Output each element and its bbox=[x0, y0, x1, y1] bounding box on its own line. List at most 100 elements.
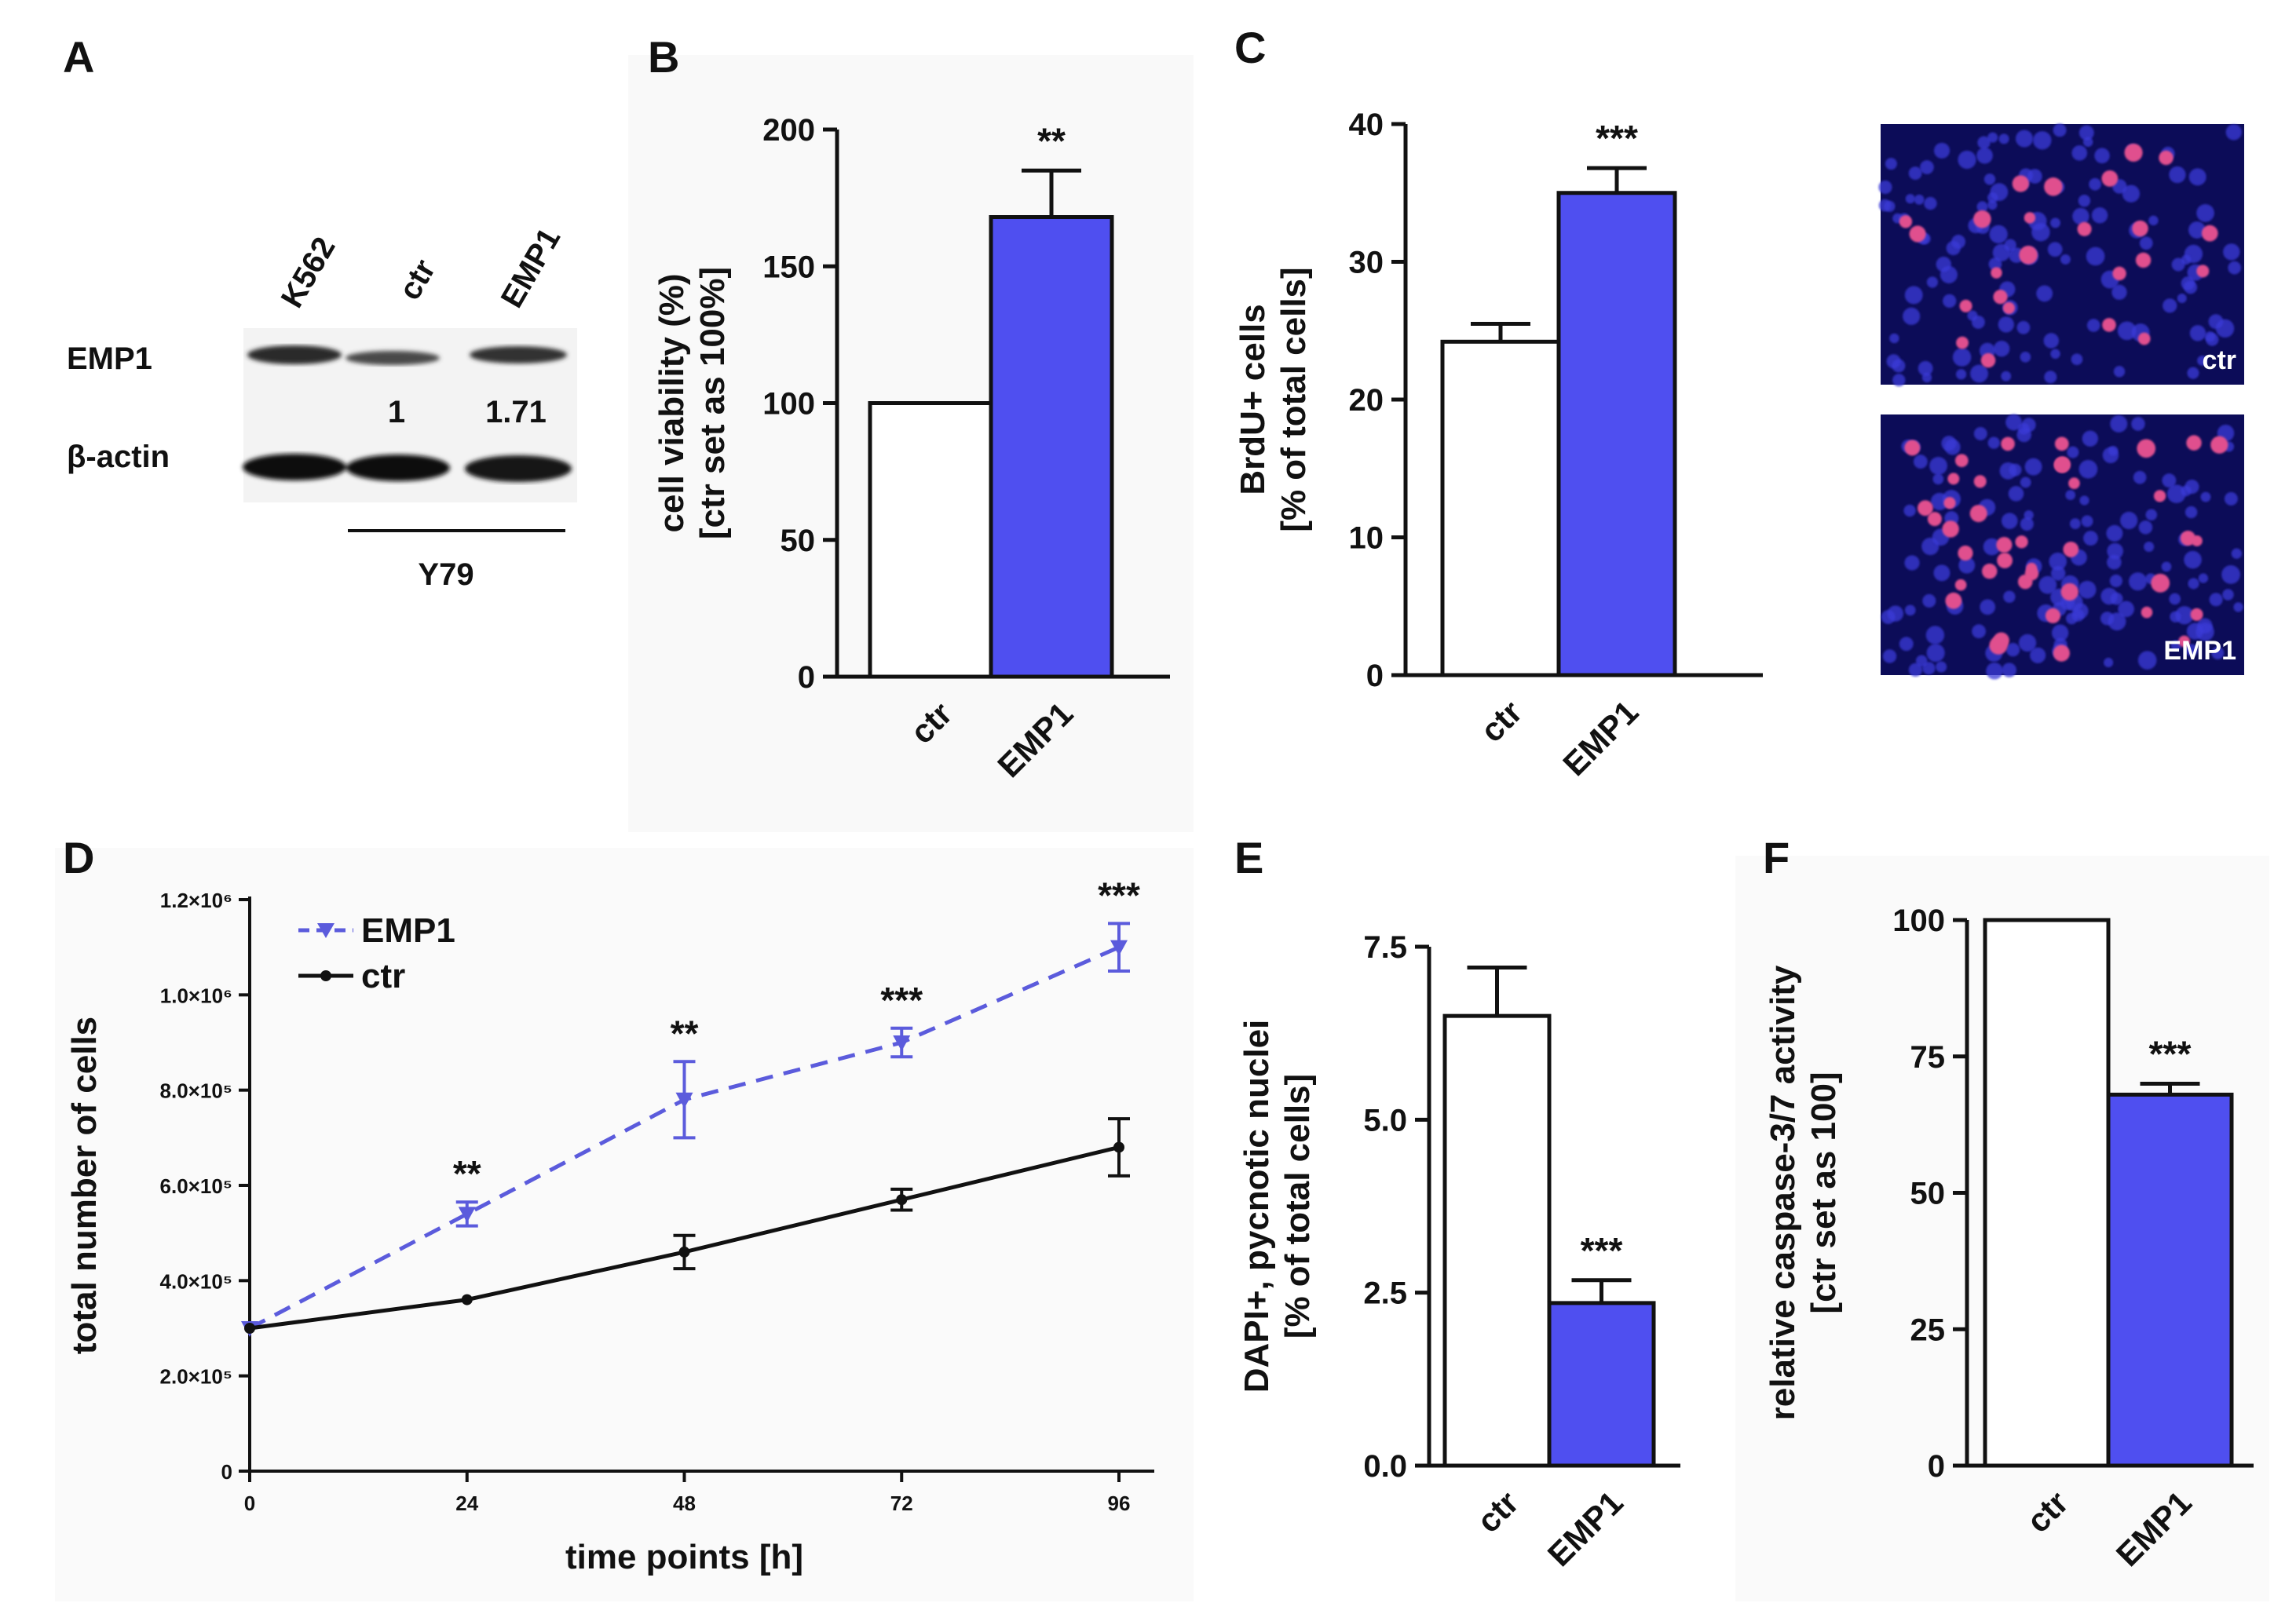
panel-e: E 0.0 2.5 5.0 7.5 ctr EMP1 *** DAPI+, pycnotic … bbox=[1234, 833, 1680, 1573]
nucleus bbox=[1941, 436, 1957, 451]
nucleus bbox=[1892, 374, 1906, 387]
nucleus bbox=[2118, 601, 2134, 618]
nucleus bbox=[2108, 445, 2119, 456]
brdu-positive-nucleus bbox=[2151, 573, 2170, 593]
nucleus bbox=[2072, 207, 2089, 225]
brdu-positive-nucleus bbox=[1973, 475, 1987, 488]
nucleus bbox=[1886, 354, 1901, 369]
x-tick-label: 48 bbox=[673, 1492, 696, 1515]
brdu-positive-nucleus bbox=[1954, 454, 1969, 468]
nucleus bbox=[2110, 592, 2123, 605]
nucleus bbox=[1987, 199, 1998, 210]
nucleus bbox=[2225, 124, 2242, 141]
y-tick-label: 0 bbox=[798, 660, 815, 695]
nucleus bbox=[2145, 509, 2158, 521]
panel-letter-c: C bbox=[1234, 23, 1266, 72]
nucleus bbox=[2117, 321, 2137, 341]
bar-emp1 bbox=[1547, 1301, 1656, 1468]
nucleus bbox=[1987, 132, 1998, 143]
nucleus bbox=[1958, 557, 1976, 574]
nucleus bbox=[2100, 612, 2115, 626]
nucleus bbox=[2204, 331, 2216, 342]
nucleus bbox=[2020, 351, 2031, 363]
nucleus bbox=[2027, 169, 2042, 184]
nucleus bbox=[2181, 254, 2192, 265]
nucleus bbox=[2188, 578, 2199, 590]
nucleus bbox=[1990, 183, 2009, 201]
nucleus bbox=[2044, 371, 2057, 384]
bar-emp1 bbox=[1556, 191, 1677, 677]
y-tick-label: 200 bbox=[762, 113, 815, 148]
nucleus bbox=[1878, 180, 1892, 195]
nucleus bbox=[1933, 564, 1951, 582]
nucleus bbox=[2071, 353, 2083, 366]
nucleus bbox=[2169, 593, 2181, 605]
bar-chart-e: 0.0 2.5 5.0 7.5 ctr EMP1 *** DAPI+, pycnotic nu… bbox=[1238, 930, 1680, 1573]
nucleus bbox=[1936, 256, 1951, 272]
nucleus bbox=[1925, 626, 1945, 645]
brdu-positive-nucleus bbox=[2012, 175, 2029, 192]
nucleus bbox=[2209, 593, 2223, 607]
nucleus bbox=[2137, 651, 2157, 670]
nucleus bbox=[1922, 662, 1936, 675]
nucleus bbox=[1952, 348, 1972, 367]
brdu-positive-nucleus bbox=[1954, 579, 1967, 591]
legend-marker-emp1 bbox=[317, 923, 335, 938]
nucleus bbox=[2049, 552, 2067, 571]
nucleus bbox=[1904, 555, 1920, 571]
brdu-positive-nucleus bbox=[1973, 210, 1991, 228]
brdu-positive-nucleus bbox=[2063, 542, 2079, 557]
data-point-emp1 bbox=[458, 1207, 476, 1223]
nucleus bbox=[2060, 254, 2071, 265]
nucleus bbox=[2215, 319, 2235, 338]
line-chart-d: 0 2.0×10⁵ 4.0×10⁵ 6.0×10⁵ 8.0×10⁵ 1.0×10⁶ 1.2×… bbox=[65, 875, 1154, 1576]
nucleus bbox=[2031, 223, 2050, 242]
nucleus bbox=[2020, 517, 2034, 531]
brdu-positive-nucleus bbox=[1969, 505, 1987, 523]
nucleus bbox=[1889, 333, 1899, 344]
y-tick-label: 0.0 bbox=[1363, 1449, 1407, 1484]
nucleus bbox=[2131, 417, 2145, 431]
brdu-positive-nucleus bbox=[2124, 143, 2143, 162]
nucleus bbox=[1922, 593, 1936, 608]
legend: EMP1 ctr bbox=[298, 911, 455, 995]
panel-letter-e: E bbox=[1234, 833, 1263, 882]
brdu-positive-nucleus bbox=[2210, 436, 2228, 454]
nucleus bbox=[2078, 195, 2091, 207]
nucleus bbox=[2221, 565, 2240, 584]
quant-ctr: 1 bbox=[388, 395, 405, 429]
nucleus bbox=[2223, 243, 2240, 261]
y-tick-label: 1.2×10⁶ bbox=[160, 889, 232, 912]
brdu-positive-nucleus bbox=[2101, 170, 2119, 187]
y-tick-label: 0 bbox=[221, 1460, 232, 1484]
nucleus bbox=[1929, 456, 1947, 475]
y-tick-label: 2.5 bbox=[1363, 1276, 1407, 1311]
brdu-positive-nucleus bbox=[1956, 336, 1969, 349]
brdu-positive-nucleus bbox=[2024, 212, 2036, 224]
bar-chart-c: 0 10 20 30 40 ctr EMP1 *** BrdU+ cells [% of tota… bbox=[1234, 108, 1763, 783]
nucleus bbox=[2065, 490, 2076, 501]
data-point-ctr bbox=[678, 1246, 690, 1258]
nucleus bbox=[2144, 542, 2155, 553]
nucleus bbox=[2187, 367, 2199, 379]
nucleus bbox=[2079, 495, 2089, 506]
nucleus bbox=[2169, 166, 2186, 184]
y-tick-label: 10 bbox=[1349, 521, 1384, 556]
nucleus bbox=[1913, 455, 1928, 469]
significance-stars: *** bbox=[1581, 1230, 1623, 1271]
x-tick-label: 96 bbox=[1108, 1492, 1131, 1515]
row-label-emp1: EMP1 bbox=[67, 341, 152, 376]
brdu-positive-nucleus bbox=[2141, 606, 2153, 619]
bar-emp1 bbox=[2106, 1092, 2234, 1468]
nucleus bbox=[2148, 215, 2159, 226]
nucleus bbox=[2086, 246, 2105, 266]
brdu-positive-nucleus bbox=[2054, 436, 2069, 451]
brdu-positive-nucleus bbox=[1980, 352, 1996, 368]
nucleus bbox=[1986, 662, 2003, 680]
nucleus bbox=[2170, 611, 2181, 623]
brdu-positive-nucleus bbox=[1996, 537, 2013, 553]
nucleus bbox=[1955, 369, 1967, 380]
y-tick-label: 4.0×10⁵ bbox=[160, 1269, 232, 1293]
nucleus bbox=[2170, 640, 2181, 651]
nucleus bbox=[2228, 261, 2242, 275]
